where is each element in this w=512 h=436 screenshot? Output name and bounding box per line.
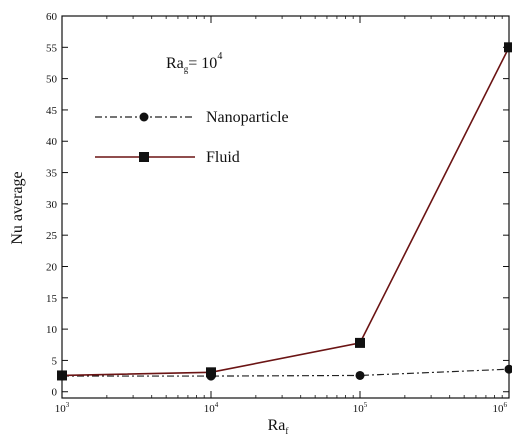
annotation-sup: 4: [217, 51, 222, 62]
data-point-fluid: [355, 337, 365, 348]
y-tick-label: 60: [46, 11, 58, 23]
x-tick-label-base: 10: [493, 403, 505, 415]
x-tick-label-exponent: 5: [364, 401, 368, 409]
x-tick-label-exponent: 4: [215, 401, 219, 409]
data-point-nanoparticle: [504, 364, 512, 374]
y-axis-title: Nu average: [9, 171, 26, 244]
y-tick-label: 55: [46, 42, 58, 54]
x-tick-label-base: 10: [353, 403, 365, 415]
y-tick-label: 45: [46, 105, 58, 117]
x-tick-label: 104: [204, 401, 219, 415]
y-tick-label: 40: [46, 136, 58, 148]
y-tick-label: 30: [46, 199, 58, 211]
y-tick-label: 0: [52, 387, 58, 399]
y-tick-label: 25: [46, 230, 58, 242]
annotation-rel: = 10: [188, 55, 217, 72]
legend-marker-fluid: [139, 152, 149, 162]
x-axis-title: Raf: [268, 417, 289, 436]
x-tick-label: 105: [353, 401, 368, 415]
x-axis-title-sub: f: [285, 426, 288, 436]
annotation-base: Ra: [166, 55, 184, 72]
data-point-fluid: [206, 367, 216, 378]
series-line-fluid: [61, 46, 510, 377]
legend: Nanoparticle Fluid: [95, 109, 289, 166]
annotation-sub: g: [184, 64, 189, 74]
x-tick-label-exponent: 3: [66, 401, 70, 409]
annotation: Rag= 104: [166, 51, 222, 74]
y-tick-label: 10: [46, 324, 58, 336]
x-tick-label: 103: [55, 401, 70, 415]
y-tick-label: 15: [46, 293, 58, 305]
x-tick-label-base: 10: [204, 403, 216, 415]
data-point-nanoparticle: [355, 370, 365, 380]
legend-label-nanoparticle: Nanoparticle: [206, 109, 289, 126]
x-tick-label: 106: [493, 401, 508, 415]
y-tick-label: 50: [46, 74, 58, 86]
x-tick-label-exponent: 6: [504, 401, 508, 409]
x-tick-label-base: 10: [55, 403, 67, 415]
x-axis-title-base: Ra: [268, 417, 286, 434]
y-tick-label: 5: [52, 355, 58, 367]
legend-label-fluid: Fluid: [206, 149, 240, 166]
y-tick-label: 20: [46, 261, 58, 273]
plot-frame: [61, 15, 510, 399]
legend-marker-nanoparticle: [139, 112, 149, 122]
y-tick-label: 35: [46, 168, 58, 180]
